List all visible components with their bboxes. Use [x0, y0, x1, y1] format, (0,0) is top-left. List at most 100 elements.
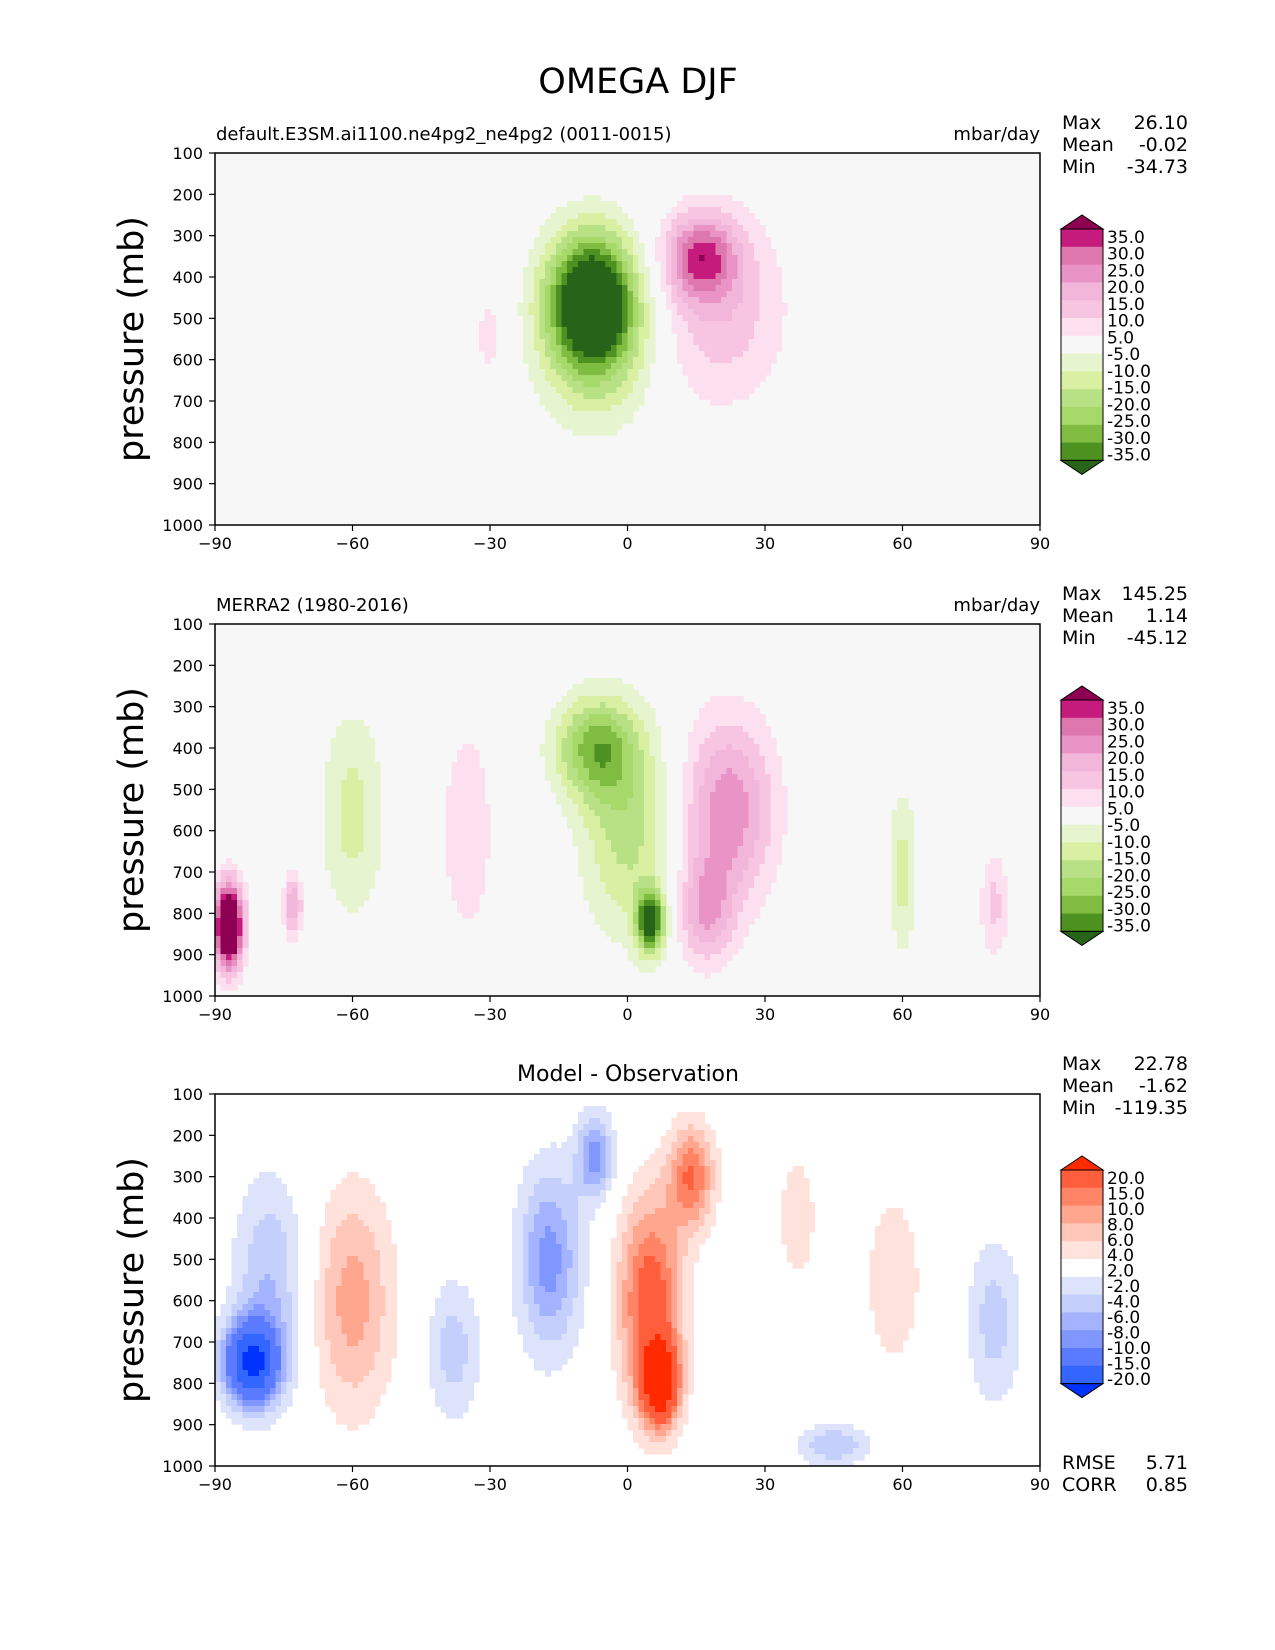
heatmap-cell	[902, 888, 909, 895]
heatmap-cell	[699, 762, 706, 769]
heatmap-cell	[699, 243, 706, 250]
heatmap-cell	[550, 405, 557, 412]
heatmap-cell	[732, 297, 739, 304]
heatmap-cell	[748, 816, 755, 823]
heatmap-cell	[330, 852, 337, 859]
heatmap-cell	[589, 405, 596, 412]
heatmap-cell	[237, 942, 244, 949]
heatmap-cell	[242, 1322, 249, 1329]
heatmap-cell	[292, 1340, 299, 1347]
heatmap-cell	[561, 207, 568, 214]
heatmap-cell	[341, 1352, 348, 1359]
heatmap-cell	[638, 708, 645, 715]
heatmap-cell	[721, 732, 728, 739]
heatmap-cell	[369, 1352, 376, 1359]
heatmap-cell	[589, 393, 596, 400]
heatmap-cell	[908, 882, 915, 889]
heatmap-cell	[682, 339, 689, 346]
heatmap-cell	[677, 279, 684, 286]
heatmap-cell	[600, 738, 607, 745]
heatmap-cell	[644, 780, 651, 787]
heatmap-cell	[352, 906, 359, 913]
heatmap-cell	[622, 279, 629, 286]
heatmap-cell	[583, 738, 590, 745]
heatmap-cell	[693, 726, 700, 733]
heatmap-cell	[1001, 876, 1008, 883]
heatmap-cell	[666, 237, 673, 244]
heatmap-cell	[600, 696, 607, 703]
heatmap-cell	[237, 1364, 244, 1371]
heatmap-cell	[462, 864, 469, 871]
colorbar-label: -5.0	[1107, 816, 1140, 836]
heatmap-cell	[649, 942, 656, 949]
heatmap-cell	[281, 1340, 288, 1347]
heatmap-cell	[567, 720, 574, 727]
heatmap-cell	[600, 768, 607, 775]
heatmap-cell	[715, 381, 722, 388]
heatmap-cell	[677, 285, 684, 292]
heatmap-cell	[726, 381, 733, 388]
heatmap-cell	[759, 243, 766, 250]
heatmap-cell	[341, 1226, 348, 1233]
heatmap-cell	[374, 804, 381, 811]
heatmap-cell	[715, 273, 722, 280]
heatmap-cell	[644, 720, 651, 727]
heatmap-cell	[721, 381, 728, 388]
heatmap-cell	[567, 219, 574, 226]
heatmap-cell	[479, 822, 486, 829]
heatmap-cell	[677, 351, 684, 358]
heatmap-cell	[215, 870, 222, 877]
heatmap-cell	[545, 255, 552, 262]
heatmap-cell	[759, 870, 766, 877]
heatmap-cell	[721, 852, 728, 859]
heatmap-cell	[638, 327, 645, 334]
heatmap-cell	[347, 906, 354, 913]
heatmap-cell	[363, 816, 370, 823]
heatmap-cell	[726, 279, 733, 286]
heatmap-cell	[330, 1388, 337, 1395]
heatmap-cell	[429, 1328, 436, 1335]
heatmap-cell	[737, 888, 744, 895]
heatmap-cell	[605, 261, 612, 268]
heatmap-cell	[292, 1280, 299, 1287]
heatmap-cell	[352, 1232, 359, 1239]
heatmap-cell	[578, 417, 585, 424]
heatmap-cell	[336, 1244, 343, 1251]
heatmap-cell	[567, 798, 574, 805]
heatmap-cell	[457, 858, 464, 865]
heatmap-cell	[330, 762, 337, 769]
heatmap-cell	[583, 894, 590, 901]
heatmap-cell	[281, 1376, 288, 1383]
heatmap-cell	[534, 297, 541, 304]
colorbar-band	[1061, 789, 1103, 808]
heatmap-cell	[715, 876, 722, 883]
heatmap-cell	[330, 1304, 337, 1311]
heatmap-cell	[561, 243, 568, 250]
heatmap-cell	[594, 792, 601, 799]
heatmap-cell	[759, 774, 766, 781]
heatmap-cell	[292, 876, 299, 883]
heatmap-cell	[644, 792, 651, 799]
heatmap-cell	[380, 1238, 387, 1245]
heatmap-cell	[572, 351, 579, 358]
heatmap-cell	[545, 762, 552, 769]
heatmap-cell	[363, 1226, 370, 1233]
heatmap-cell	[754, 774, 761, 781]
heatmap-cell	[638, 780, 645, 787]
heatmap-cell	[644, 936, 651, 943]
heatmap-cell	[627, 231, 634, 238]
heatmap-cell	[765, 726, 772, 733]
heatmap-cell	[336, 1286, 343, 1293]
heatmap-cell	[336, 864, 343, 871]
heatmap-cell	[633, 834, 640, 841]
heatmap-cell	[358, 1268, 365, 1275]
heatmap-cell	[440, 1328, 447, 1335]
heatmap-cell	[605, 381, 612, 388]
heatmap-cell	[638, 726, 645, 733]
heatmap-cell	[721, 231, 728, 238]
heatmap-cell	[688, 894, 695, 901]
heatmap-cell	[556, 309, 563, 316]
heatmap-cell	[710, 219, 717, 226]
heatmap-cell	[732, 255, 739, 262]
heatmap-cell	[237, 1298, 244, 1305]
